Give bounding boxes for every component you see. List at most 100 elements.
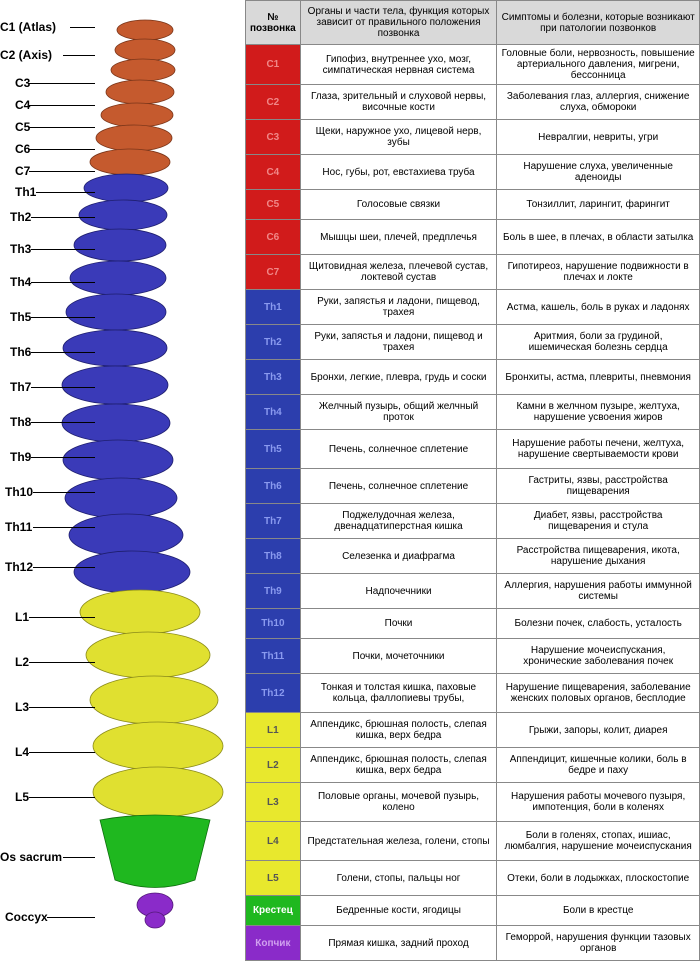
- leader-line: [33, 527, 95, 528]
- symptoms-cell: Заболевания глаз, аллергия, снижение слу…: [497, 85, 700, 120]
- leader-line: [70, 27, 95, 28]
- table-row: C1Гипофиз, внутреннее ухо, мозг, симпати…: [246, 45, 700, 85]
- leader-line: [31, 352, 95, 353]
- leader-line: [47, 917, 95, 918]
- symptoms-cell: Нарушение пищеварения, заболевание женск…: [497, 674, 700, 713]
- spine-label: Th1: [15, 185, 36, 199]
- leader-line: [31, 422, 95, 423]
- vertebra-id: L3: [246, 783, 301, 822]
- vertebra-id: Th6: [246, 469, 301, 504]
- symptoms-cell: Бронхиты, астма, плевриты, пневмония: [497, 360, 700, 395]
- spine-label: Th5: [10, 310, 31, 324]
- organs-cell: Желчный пузырь, общий желчный проток: [300, 395, 497, 430]
- spine-label: Th7: [10, 380, 31, 394]
- vertebra-id: C2: [246, 85, 301, 120]
- organs-cell: Голосовые связки: [300, 190, 497, 220]
- vertebra-id: Th9: [246, 574, 301, 609]
- vertebrae-table-container: № позвонка Органы и части тела, функция …: [245, 0, 700, 928]
- spine-label: C4: [15, 98, 30, 112]
- organs-cell: Аппендикс, брюшная полость, слепая кишка…: [300, 713, 497, 748]
- header-symptoms: Симптомы и болезни, которые возникают пр…: [497, 1, 700, 45]
- symptoms-cell: Гипотиреоз, нарушение подвижности в плеч…: [497, 255, 700, 290]
- organs-cell: Гипофиз, внутреннее ухо, мозг, симпатиче…: [300, 45, 497, 85]
- organs-cell: Почки: [300, 609, 497, 639]
- table-row: Th2Руки, запястья и ладони, пищевод и тр…: [246, 325, 700, 360]
- spine-label: C1 (Atlas): [0, 20, 56, 34]
- spine-label: Th2: [10, 210, 31, 224]
- table-row: C4Нос, губы, рот, евстахиева трубаНаруше…: [246, 155, 700, 190]
- table-row: Th12Тонкая и толстая кишка, паховые коль…: [246, 674, 700, 713]
- leader-line: [63, 857, 95, 858]
- header-organs: Органы и части тела, функция которых зав…: [300, 1, 497, 45]
- leader-line: [29, 171, 95, 172]
- spine-label: Th11: [5, 520, 32, 534]
- vertebra-id: Th2: [246, 325, 301, 360]
- spine-diagram: C1 (Atlas)C2 (Axis)C3C4C5C6C7Th1Th2Th3Th…: [0, 0, 245, 928]
- vertebra-id: C4: [246, 155, 301, 190]
- leader-line: [31, 457, 95, 458]
- symptoms-cell: Болезни почек, слабость, усталость: [497, 609, 700, 639]
- symptoms-cell: Камни в желчном пузыре, желтуха, нарушен…: [497, 395, 700, 430]
- vertebra-id: Th4: [246, 395, 301, 430]
- table-row: Th3Бронхи, легкие, плевра, грудь и соски…: [246, 360, 700, 395]
- table-row: Th10ПочкиБолезни почек, слабость, устало…: [246, 609, 700, 639]
- table-row: L1Аппендикс, брюшная полость, слепая киш…: [246, 713, 700, 748]
- vertebra-id: C7: [246, 255, 301, 290]
- leader-line: [29, 149, 95, 150]
- table-row: C5Голосовые связкиТонзиллит, ларингит, ф…: [246, 190, 700, 220]
- vertebra-id: C5: [246, 190, 301, 220]
- spine-label: C2 (Axis): [0, 48, 52, 62]
- organs-cell: Глаза, зрительный и слуховой нервы, висо…: [300, 85, 497, 120]
- leader-line: [29, 105, 95, 106]
- header-num: № позвонка: [246, 1, 301, 45]
- symptoms-cell: Диабет, язвы, расстройства пищеварения и…: [497, 504, 700, 539]
- vertebra-id: L5: [246, 861, 301, 896]
- table-row: Th1Руки, запястья и ладони, пищевод, тра…: [246, 290, 700, 325]
- leader-line: [31, 387, 95, 388]
- spine-label: Th9: [10, 450, 31, 464]
- table-row: Th6Печень, солнечное сплетениеГастриты, …: [246, 469, 700, 504]
- leader-line: [29, 127, 95, 128]
- organs-cell: Бронхи, легкие, плевра, грудь и соски: [300, 360, 497, 395]
- spine-label: Th12: [5, 560, 33, 574]
- spine-label: L2: [15, 655, 29, 669]
- leader-line: [29, 617, 95, 618]
- table-body: C1Гипофиз, внутреннее ухо, мозг, симпати…: [246, 45, 700, 961]
- table-row: C2Глаза, зрительный и слуховой нервы, ви…: [246, 85, 700, 120]
- organs-cell: Нос, губы, рот, евстахиева труба: [300, 155, 497, 190]
- table-row: C6Мышцы шеи, плечей, предплечьяБоль в ше…: [246, 220, 700, 255]
- symptoms-cell: Грыжи, запоры, колит, диарея: [497, 713, 700, 748]
- symptoms-cell: Боль в шее, в плечах, в области затылка: [497, 220, 700, 255]
- spine-label: C5: [15, 120, 30, 134]
- vertebra-id: C6: [246, 220, 301, 255]
- vertebra-id: Th12: [246, 674, 301, 713]
- table-row: КопчикПрямая кишка, задний проходГеморро…: [246, 926, 700, 961]
- leader-line: [29, 83, 95, 84]
- leader-line: [33, 492, 95, 493]
- organs-cell: Печень, солнечное сплетение: [300, 469, 497, 504]
- vertebra-id: Th5: [246, 430, 301, 469]
- leader-line: [31, 217, 95, 218]
- spine-label: Coccyx: [5, 910, 48, 924]
- spine-label: L3: [15, 700, 29, 714]
- organs-cell: Поджелудочная железа, двенадцатиперстная…: [300, 504, 497, 539]
- vertebra-id: L1: [246, 713, 301, 748]
- organs-cell: Бедренные кости, ягодицы: [300, 896, 497, 926]
- vertebra-id: Th3: [246, 360, 301, 395]
- table-row: L2Аппендикс, брюшная полость, слепая киш…: [246, 748, 700, 783]
- leader-line: [31, 249, 95, 250]
- spine-label: Th8: [10, 415, 31, 429]
- symptoms-cell: Аппендицит, кишечные колики, боль в бедр…: [497, 748, 700, 783]
- spine-label: C6: [15, 142, 30, 156]
- symptoms-cell: Геморрой, нарушения функции тазовых орга…: [497, 926, 700, 961]
- symptoms-cell: Нарушение работы печени, желтуха, наруше…: [497, 430, 700, 469]
- symptoms-cell: Нарушения работы мочевого пузыря, импоте…: [497, 783, 700, 822]
- organs-cell: Руки, запястья и ладони, пищевод и трахе…: [300, 325, 497, 360]
- spine-label: Th6: [10, 345, 31, 359]
- table-row: Th7Поджелудочная железа, двенадцатиперст…: [246, 504, 700, 539]
- symptoms-cell: Расстройства пищеварения, икота, нарушен…: [497, 539, 700, 574]
- vertebra-id: L4: [246, 822, 301, 861]
- leader-line: [63, 55, 95, 56]
- vertebrae-table: № позвонка Органы и части тела, функция …: [245, 0, 700, 961]
- leader-line: [29, 707, 95, 708]
